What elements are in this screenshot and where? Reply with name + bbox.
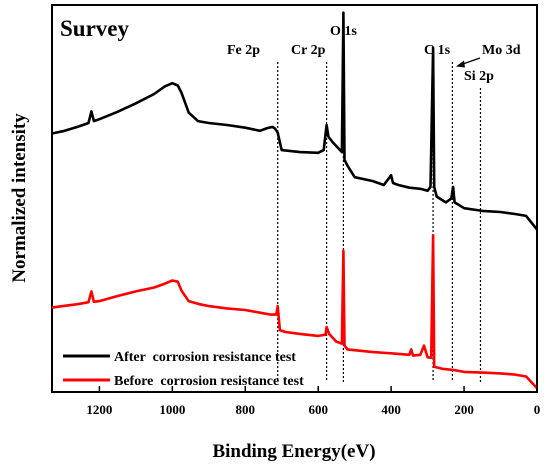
peak-label-si-2p: Si 2p bbox=[464, 69, 494, 84]
mo-3d-arrowhead bbox=[456, 60, 465, 68]
series-before-line bbox=[51, 234, 538, 389]
x-tick-label-1200: 1200 bbox=[86, 402, 112, 417]
x-tick-label-1000: 1000 bbox=[159, 402, 185, 417]
plot-frame bbox=[51, 4, 538, 393]
x-tick-label-800: 800 bbox=[236, 402, 256, 417]
y-axis-title: Normalized intensity bbox=[9, 113, 30, 283]
legend-label-before: Before corrosion resistance test bbox=[114, 374, 304, 389]
x-tick-label-200: 200 bbox=[454, 402, 474, 417]
x-axis-title: Binding Energy(eV) bbox=[212, 441, 375, 462]
x-tick-label-400: 400 bbox=[381, 402, 401, 417]
peak-label-c-1s: C 1s bbox=[424, 43, 451, 58]
peak-label-mo-3d: Mo 3d bbox=[482, 43, 521, 58]
series-lines bbox=[51, 11, 539, 389]
peak-label-fe-2p: Fe 2p bbox=[227, 43, 260, 58]
x-tick-label-600: 600 bbox=[308, 402, 328, 417]
x-tick-label-0: 0 bbox=[534, 402, 541, 417]
peak-label-o-1s: O 1s bbox=[330, 24, 357, 39]
x-axis-ticks: 1200 1000 800 600 400 200 0 bbox=[86, 386, 540, 417]
legend-label-after: After corrosion resistance test bbox=[114, 350, 296, 365]
peak-label-cr-2p: Cr 2p bbox=[291, 43, 326, 58]
series-after-line bbox=[51, 11, 539, 231]
chart-title: Survey bbox=[60, 16, 130, 41]
